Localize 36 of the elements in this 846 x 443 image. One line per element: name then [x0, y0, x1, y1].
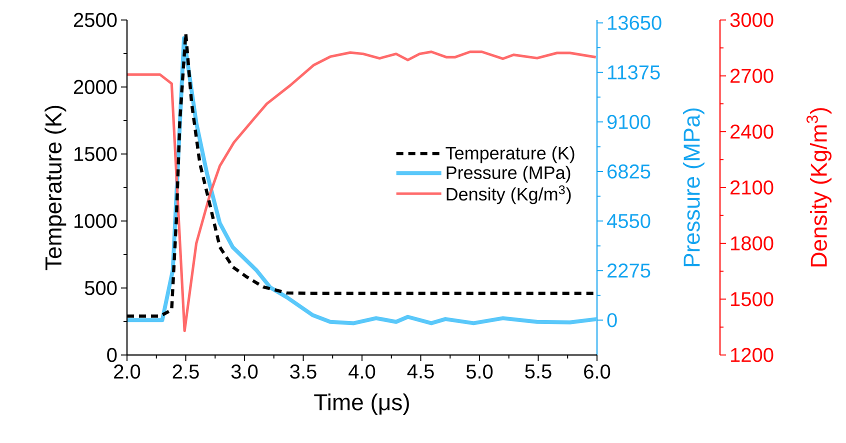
y3-tick-label: 3000 [730, 12, 774, 28]
y-tick-label: 500 [84, 280, 117, 296]
y-tick-label: 1500 [74, 146, 117, 162]
y3-tick-label: 1500 [731, 292, 774, 306]
x-tick-label: 2.5 [172, 364, 199, 379]
y2-tick-label: 4550 [606, 214, 650, 228]
y-tick-label: 0 [107, 348, 117, 362]
legend-label: Pressure (MPa) [446, 166, 570, 183]
x-tick-label: 3.0 [231, 364, 258, 379]
y3-tick-label: 2400 [730, 124, 774, 139]
y3-tick-label: 1800 [731, 236, 774, 250]
x-tick-label: 3.5 [290, 364, 316, 379]
x-tick-label: 5.0 [466, 364, 493, 379]
y-tick-label: 2500 [74, 12, 117, 28]
y2-axis-title: Pressure (MPa) [682, 108, 704, 266]
x-axis-title: Time (μs) [314, 394, 409, 415]
y2-tick-label: 9100 [607, 114, 650, 130]
y-axis-title: Temperature (K) [44, 106, 66, 270]
x-tick-label: 4.5 [407, 364, 434, 378]
x-tick-label: 6.0 [584, 364, 610, 379]
x-tick-label: 2.0 [114, 364, 140, 379]
y2-tick-label: 2275 [608, 264, 650, 278]
y3-tick-label: 2700 [730, 68, 774, 83]
y3-axis-title: Density (Kg/m$^{3}$) [806, 108, 832, 266]
y2-tick-label: 11375 [608, 65, 660, 80]
y3-tick-label: 1200 [731, 348, 774, 362]
legend-label: Density (Kg/m$^{3}$) [446, 185, 571, 204]
y3-tick-label: 2100 [730, 180, 774, 195]
y2-tick-label: 13650 [608, 16, 662, 30]
y2-tick-label: 0 [607, 313, 617, 328]
y2-tick-label: 6825 [608, 164, 650, 179]
y-tick-label: 2000 [74, 80, 117, 94]
y-tick-label: 1000 [74, 214, 117, 228]
x-tick-label: 5.5 [525, 364, 552, 378]
x-tick-label: 4.0 [348, 364, 376, 379]
legend-label: Temperature (K) [446, 146, 574, 164]
